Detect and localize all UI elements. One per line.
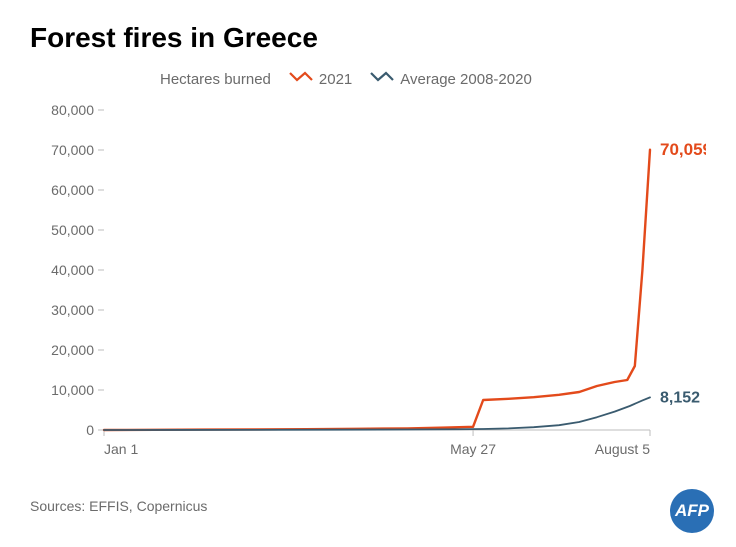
hectares-label: Hectares burned: [160, 71, 271, 88]
sources-text: Sources: EFFIS, Copernicus: [30, 498, 207, 514]
afp-logo: AFP: [670, 489, 714, 533]
svg-text:8,152: 8,152: [660, 389, 700, 406]
svg-text:40,000: 40,000: [51, 262, 94, 278]
svg-text:60,000: 60,000: [51, 182, 94, 198]
svg-text:50,000: 50,000: [51, 222, 94, 238]
svg-text:30,000: 30,000: [51, 302, 94, 318]
legend-row: Hectares burned 2021 Average 2008-2020: [160, 70, 532, 88]
legend-label-2021: 2021: [319, 71, 352, 88]
page-title: Forest fires in Greece: [30, 22, 318, 54]
svg-text:0: 0: [86, 422, 94, 438]
svg-text:80,000: 80,000: [51, 102, 94, 118]
svg-text:70,000: 70,000: [51, 142, 94, 158]
logo-circle: AFP: [670, 489, 714, 533]
legend-item-2021: 2021: [289, 70, 352, 88]
svg-text:May 27: May 27: [450, 441, 496, 457]
svg-text:Jan 1: Jan 1: [104, 441, 138, 457]
svg-text:10,000: 10,000: [51, 382, 94, 398]
line-chart: 0 10,000 20,000 30,000 40,000 50,000 60,000 70,…: [30, 100, 706, 460]
chart-svg: 0 10,000 20,000 30,000 40,000 50,000 60,000 70,…: [30, 100, 706, 460]
logo-text: AFP: [675, 501, 709, 521]
legend-item-avg: Average 2008-2020: [370, 70, 532, 88]
svg-text:70,059: 70,059: [660, 140, 706, 159]
zigzag-icon: [289, 70, 313, 88]
zigzag-icon: [370, 70, 394, 88]
svg-text:August 5: August 5: [595, 441, 650, 457]
legend-label-avg: Average 2008-2020: [400, 71, 532, 88]
svg-text:20,000: 20,000: [51, 342, 94, 358]
